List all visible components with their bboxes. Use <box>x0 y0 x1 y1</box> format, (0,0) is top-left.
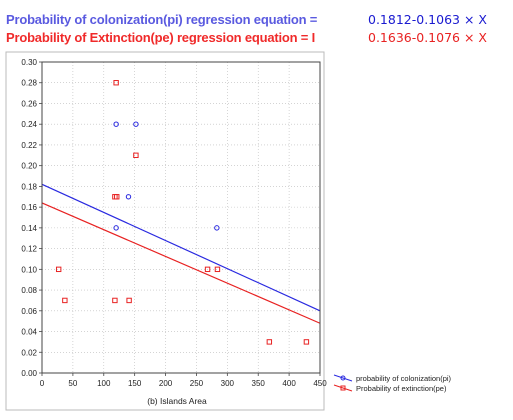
y-tick-label: 0.18 <box>21 182 37 191</box>
colonization-point <box>214 225 220 231</box>
extinction-regression-line <box>41 202 321 324</box>
extinction-legend-line <box>333 384 353 392</box>
colonization-point <box>125 194 132 200</box>
y-tick-label: 0.02 <box>21 348 37 357</box>
chart-panel-frame <box>5 51 325 411</box>
x-tick-label: 400 <box>282 379 296 388</box>
colonization-equation-value: 0.1812-0.1063 × X <box>368 12 487 27</box>
y-tick-label: 0.16 <box>21 203 37 212</box>
extinction-legend-label: Probability of extinction(pe) <box>356 384 447 393</box>
colonization-equation-label: Probability of colonization(pi) regressi… <box>6 12 318 27</box>
extinction-point <box>133 152 139 159</box>
y-tick-label: 0.12 <box>21 245 37 254</box>
extinction-point <box>114 194 120 200</box>
axis-ticks: 0.00 0.02 0.04 0.06 0.08 0.10 0.12 0.14 0.16 0.18… <box>21 58 327 388</box>
x-tick-label: 0 <box>40 379 45 388</box>
x-axis-label: (b) Islands Area <box>147 396 207 406</box>
x-tick-label: 100 <box>97 379 111 388</box>
x-tick-label: 200 <box>159 379 173 388</box>
y-tick-label: 0.20 <box>21 162 37 171</box>
extinction-point <box>112 297 118 304</box>
colonization-legend-line <box>333 374 353 382</box>
extinction-point <box>204 266 211 273</box>
y-tick-label: 0.30 <box>21 58 37 67</box>
y-tick-label: 0.22 <box>21 141 37 150</box>
regression-lines <box>41 183 321 324</box>
colonization-point <box>133 121 139 127</box>
plot-area-frame <box>41 61 321 374</box>
extinction-equation-label: Probability of Extinction(pe) regression… <box>6 30 316 45</box>
x-tick-label: 450 <box>313 379 327 388</box>
extinction-equation-value: 0.1636-0.1076 × X <box>368 30 487 45</box>
x-tick-label: 50 <box>68 379 77 388</box>
extinction-legend-marker <box>340 385 346 391</box>
extinction-point <box>266 339 273 345</box>
y-tick-label: 0.00 <box>21 369 37 378</box>
extinction-point <box>55 266 62 273</box>
y-tick-label: 0.28 <box>21 79 37 88</box>
y-tick-label: 0.14 <box>21 224 37 233</box>
colonization-legend-marker <box>340 375 346 381</box>
x-tick-label: 300 <box>221 379 235 388</box>
y-tick-label: 0.26 <box>21 99 37 108</box>
grid-lines <box>42 62 320 373</box>
y-tick-label: 0.04 <box>21 328 37 337</box>
y-tick-label: 0.10 <box>21 265 37 274</box>
y-tick-label: 0.06 <box>21 307 37 316</box>
colonization-point <box>113 121 119 127</box>
extinction-point <box>303 339 310 345</box>
colonization-regression-line <box>41 183 321 312</box>
y-tick-label: 0.24 <box>21 120 37 129</box>
y-tick-label: 0.08 <box>21 286 37 295</box>
colonization-point <box>113 225 119 231</box>
extinction-point <box>62 297 68 304</box>
colonization-legend-label: probability of colonization(pi) <box>356 374 452 383</box>
extinction-point <box>214 266 221 273</box>
x-tick-label: 250 <box>190 379 204 388</box>
data-points <box>55 80 310 345</box>
extinction-point <box>113 80 119 86</box>
x-tick-label: 350 <box>252 379 266 388</box>
legend: probability of colonization(pi)Probabili… <box>333 374 452 393</box>
extinction-point <box>126 297 132 304</box>
x-tick-label: 150 <box>128 379 142 388</box>
